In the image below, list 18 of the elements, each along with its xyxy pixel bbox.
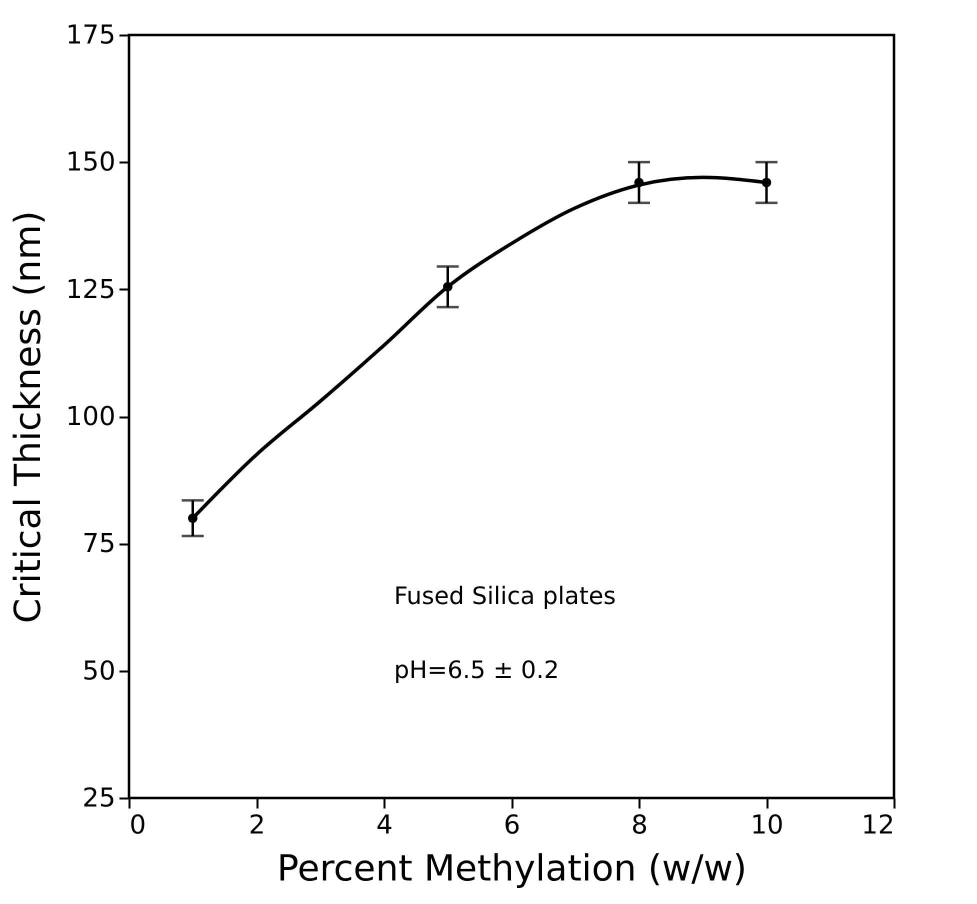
y-tick-label: 125 bbox=[66, 274, 116, 305]
y-tick-label: 25 bbox=[82, 784, 116, 814]
x-tick-label: 6 bbox=[504, 810, 520, 840]
y-axis-title: Critical Thickness (nm) bbox=[8, 210, 49, 624]
y-tick-label: 150 bbox=[66, 148, 116, 178]
x-axis-title: Percent Methylation (w/w) bbox=[277, 848, 747, 890]
annotation: pH=6.5 ± 0.2 bbox=[394, 656, 560, 684]
y-tick-label: 175 bbox=[66, 20, 116, 50]
x-tick-label: 4 bbox=[376, 810, 393, 840]
annotation: Fused Silica plates bbox=[394, 582, 616, 610]
x-tick-label: 2 bbox=[248, 810, 266, 840]
x-tick-label: 0 bbox=[130, 810, 146, 840]
y-tick-label: 75 bbox=[82, 529, 116, 560]
y-tick-label: 100 bbox=[66, 402, 116, 432]
x-tick-label: 8 bbox=[631, 810, 648, 840]
y-tick-label: 50 bbox=[82, 656, 116, 686]
x-tick-label: 12 bbox=[861, 810, 894, 840]
x-tick-label: 10 bbox=[750, 810, 784, 840]
